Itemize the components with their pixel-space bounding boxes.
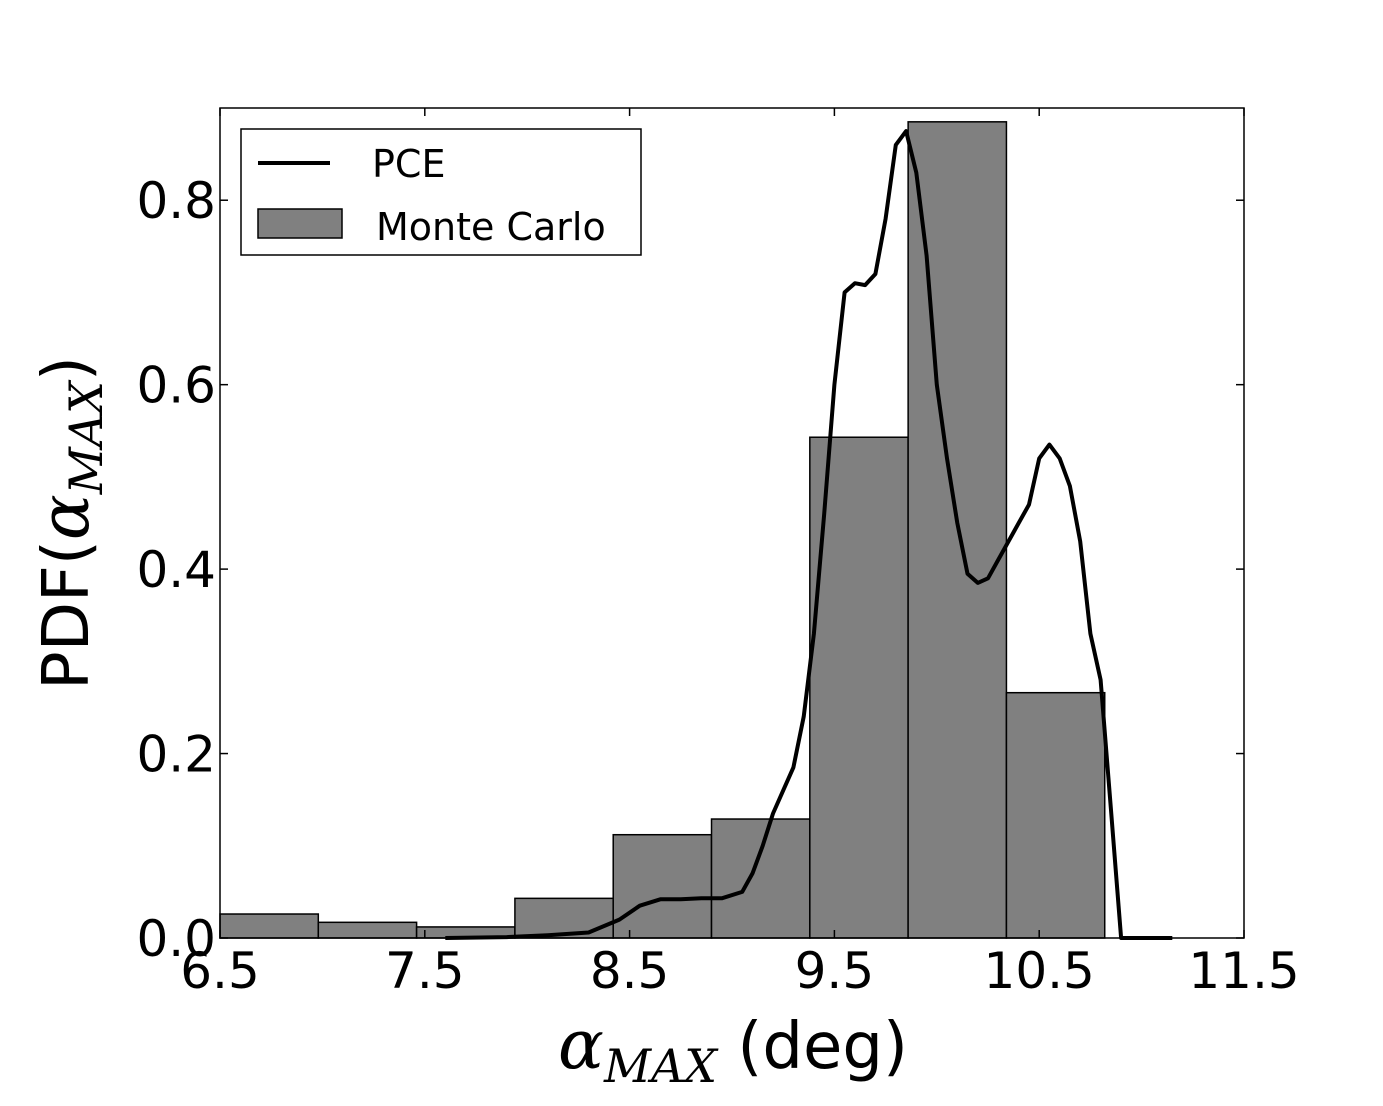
histogram-bar-8 [1005,691,1106,939]
histogram-bar-4 [612,833,713,939]
axis-ticks: 6.5 7.5 8.5 9.5 10.5 11.5 0.0 0.2 0.4 0.6 0.8 [136,108,1300,1000]
y-tick-label: 0.6 [136,357,216,415]
x-tick-label: 7.5 [385,942,465,1000]
x-tick-label: 11.5 [1188,942,1299,1000]
x-tick-label: 9.5 [795,942,875,1000]
y-tick-label: 0.8 [136,172,216,230]
x-axis-label: αMAX (deg) [558,1006,908,1093]
histogram-bar-1 [317,921,418,939]
legend-monte-carlo-label: Monte Carlo [376,205,606,249]
legend-monte-carlo-swatch [257,208,343,239]
x-tick-label: 10.5 [984,942,1095,1000]
y-axis-label: PDF(αMAX) [26,356,113,690]
histogram-bar-0 [219,913,320,939]
x-tick-label: 8.5 [590,942,670,1000]
y-tick-label: 0.2 [136,726,216,784]
histogram-bar-3 [514,897,614,939]
pce-series-line [445,129,1173,940]
y-tick-label: 0.4 [136,541,216,599]
legend: PCE Monte Carlo [240,128,642,256]
x-tick-label: 6.5 [180,942,260,1000]
histogram-bar-6 [809,436,909,939]
y-tick-label: 0.0 [136,910,216,968]
legend-pce-label: PCE [372,142,445,186]
plot-frame [219,107,1245,939]
histogram-bar-5 [710,818,811,939]
